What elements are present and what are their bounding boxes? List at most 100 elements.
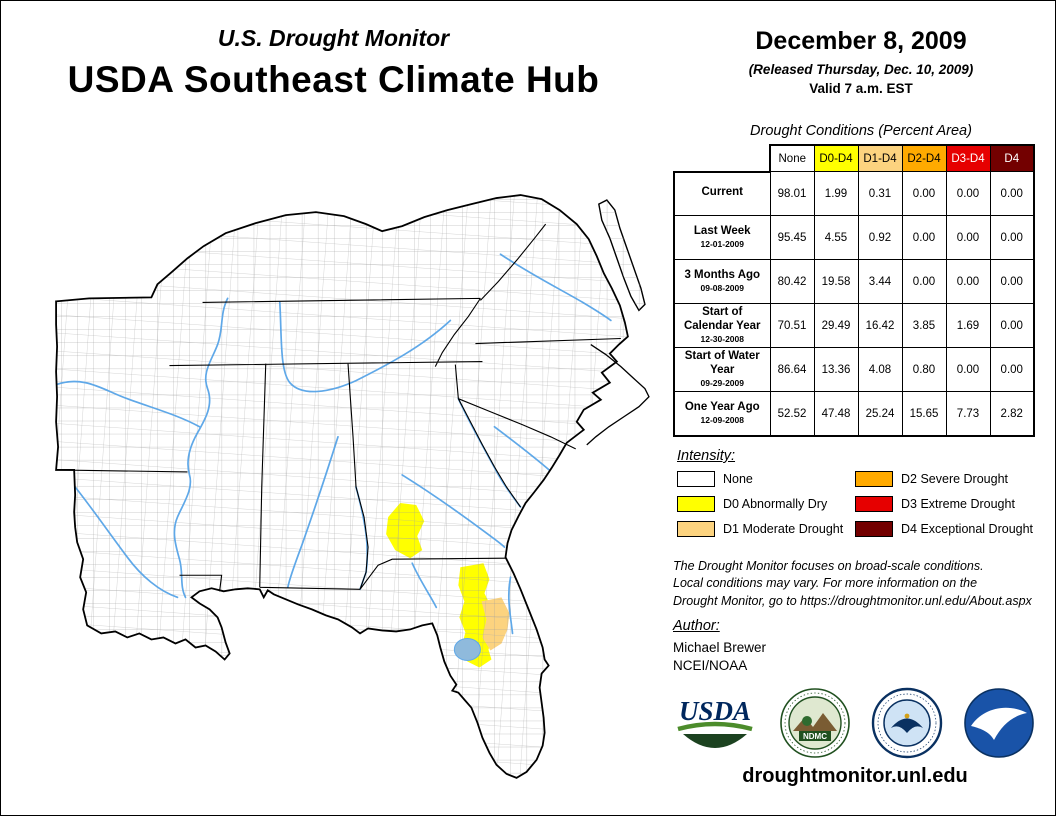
valid-time: Valid 7 a.m. EST: [809, 81, 913, 96]
cell: 0.00: [945, 347, 991, 392]
legend-item-d4: D4 Exceptional Drought: [855, 521, 1037, 537]
report-title: USDA Southeast Climate Hub: [67, 59, 600, 100]
commerce-seal-logo: [871, 687, 943, 759]
table-row-start-calendar-year: Start of Calendar Year 12-30-2008 70.51 2…: [673, 303, 1035, 348]
cell: 3.44: [857, 259, 903, 304]
report-date: December 8, 2009: [755, 27, 967, 55]
disclaimer-line: The Drought Monitor focuses on broad-sca…: [673, 559, 984, 573]
row-date: 12-09-2008: [700, 415, 744, 426]
author-org: NCEI/NOAA: [673, 658, 748, 673]
disclaimer-line: Drought Monitor, go to https://droughtmo…: [673, 593, 1032, 608]
row-date: 09-29-2009: [700, 377, 744, 388]
cell: 7.73: [945, 391, 991, 437]
ndmc-logo-text: NDMC: [803, 732, 827, 741]
legend-swatch-d0: [677, 496, 715, 512]
delmarva-counties: [598, 200, 645, 311]
legend-label: D4 Exceptional Drought: [901, 522, 1034, 536]
cell: 70.51: [769, 303, 815, 348]
table-corner-blank: [674, 145, 770, 172]
cell: 0.31: [857, 171, 903, 216]
row-label: Start of Water Year: [684, 350, 760, 376]
cell: 19.58: [813, 259, 859, 304]
legend-swatch-d1: [677, 521, 715, 537]
row-label: Last Week: [693, 225, 751, 237]
cell: 4.08: [857, 347, 903, 392]
usda-logo: USDA: [677, 696, 753, 748]
outer-banks: [586, 343, 650, 446]
legend-item-d1: D1 Moderate Drought: [677, 521, 855, 537]
southeast-map-svg: [55, 194, 650, 779]
author-name: Michael Brewer: [673, 640, 767, 655]
col-header-d2-d4: D2-D4: [901, 144, 947, 172]
release-info: (Released Thursday, Dec. 10, 2009): [748, 62, 974, 77]
disclaimer-line: Local conditions may vary. For more info…: [673, 576, 978, 591]
cell: 0.00: [945, 259, 991, 304]
cell: 1.69: [945, 303, 991, 348]
row-label: Current: [701, 186, 744, 199]
row-date: 12-01-2009: [700, 239, 744, 250]
legend-swatch-none: [677, 471, 715, 487]
legend-swatch-d2: [855, 471, 893, 487]
legend-item-none: None: [677, 471, 855, 487]
cell: 25.24: [857, 391, 903, 437]
drought-conditions-table: None D0-D4 D1-D4 D2-D4 D3-D4 D4 Current …: [673, 144, 1035, 437]
cell: 0.80: [901, 347, 947, 392]
author-heading: Author:: [673, 618, 720, 634]
table-row-3-months-ago: 3 Months Ago 09-08-2009 80.42 19.58 3.44 …: [673, 259, 1035, 304]
col-header-none: None: [769, 144, 815, 172]
cell: 29.49: [813, 303, 859, 348]
col-header-d1-d4: D1-D4: [857, 144, 903, 172]
table-row-last-week: Last Week 12-01-2009 95.45 4.55 0.92 0.00…: [673, 215, 1035, 260]
cell: 0.00: [901, 259, 947, 304]
row-label: Start of Calendar Year: [683, 306, 761, 332]
cell: 80.42: [769, 259, 815, 304]
row-date: 09-08-2009: [700, 283, 744, 294]
cell: 0.00: [945, 171, 991, 216]
noaa-logo: [964, 688, 1034, 758]
cell: 0.00: [945, 215, 991, 260]
row-date: 12-30-2008: [700, 333, 744, 344]
ndmc-logo: NDMC: [780, 688, 850, 758]
intensity-legend: None D2 Severe Drought D0 Abnormally Dry…: [677, 471, 1037, 537]
legend-label: D3 Extreme Drought: [901, 497, 1015, 511]
cell: 86.64: [769, 347, 815, 392]
row-label: 3 Months Ago: [684, 269, 761, 281]
cell: 4.55: [813, 215, 859, 260]
table-header-row: None D0-D4 D1-D4 D2-D4 D3-D4 D4: [674, 144, 1035, 172]
legend-label: D0 Abnormally Dry: [723, 497, 828, 511]
cell: 95.45: [769, 215, 815, 260]
footer-url-link[interactable]: droughtmonitor.unl.edu: [742, 765, 968, 787]
table-row-current: Current 98.01 1.99 0.31 0.00 0.00 0.00: [673, 170, 1035, 216]
disclaimer-text: The Drought Monitor focuses on broad-sca…: [673, 558, 1041, 610]
cell: 2.82: [989, 391, 1035, 437]
legend-item-d2: D2 Severe Drought: [855, 471, 1037, 487]
cell: 15.65: [901, 391, 947, 437]
drought-map: [29, 186, 661, 806]
report-supertitle: U.S. Drought Monitor: [217, 25, 450, 51]
cell: 16.42: [857, 303, 903, 348]
state-borders: [56, 223, 621, 592]
cell: 13.36: [813, 347, 859, 392]
cell: 0.00: [989, 215, 1035, 260]
cell: 0.00: [989, 171, 1035, 216]
legend-item-d3: D3 Extreme Drought: [855, 496, 1037, 512]
cell: 3.85: [901, 303, 947, 348]
cell: 0.00: [901, 171, 947, 216]
cell: 47.48: [813, 391, 859, 437]
usda-logo-text: USDA: [679, 696, 751, 726]
cell: 0.00: [989, 303, 1035, 348]
table-row-one-year-ago: One Year Ago 12-09-2008 52.52 47.48 25.24…: [673, 391, 1035, 437]
legend-swatch-d3: [855, 496, 893, 512]
county-grid-2: [56, 195, 628, 778]
cell: 0.00: [901, 215, 947, 260]
cell: 0.92: [857, 215, 903, 260]
cell: 98.01: [769, 171, 815, 216]
agency-logos: USDA NDMC: [671, 687, 1035, 759]
col-header-d0-d4: D0-D4: [813, 144, 859, 172]
row-label: One Year Ago: [684, 401, 760, 413]
cell: 0.00: [989, 347, 1035, 392]
table-title: Drought Conditions (Percent Area): [750, 123, 972, 139]
table-row-start-water-year: Start of Water Year 09-29-2009 86.64 13.3…: [673, 347, 1035, 392]
legend-label: D1 Moderate Drought: [723, 522, 844, 536]
